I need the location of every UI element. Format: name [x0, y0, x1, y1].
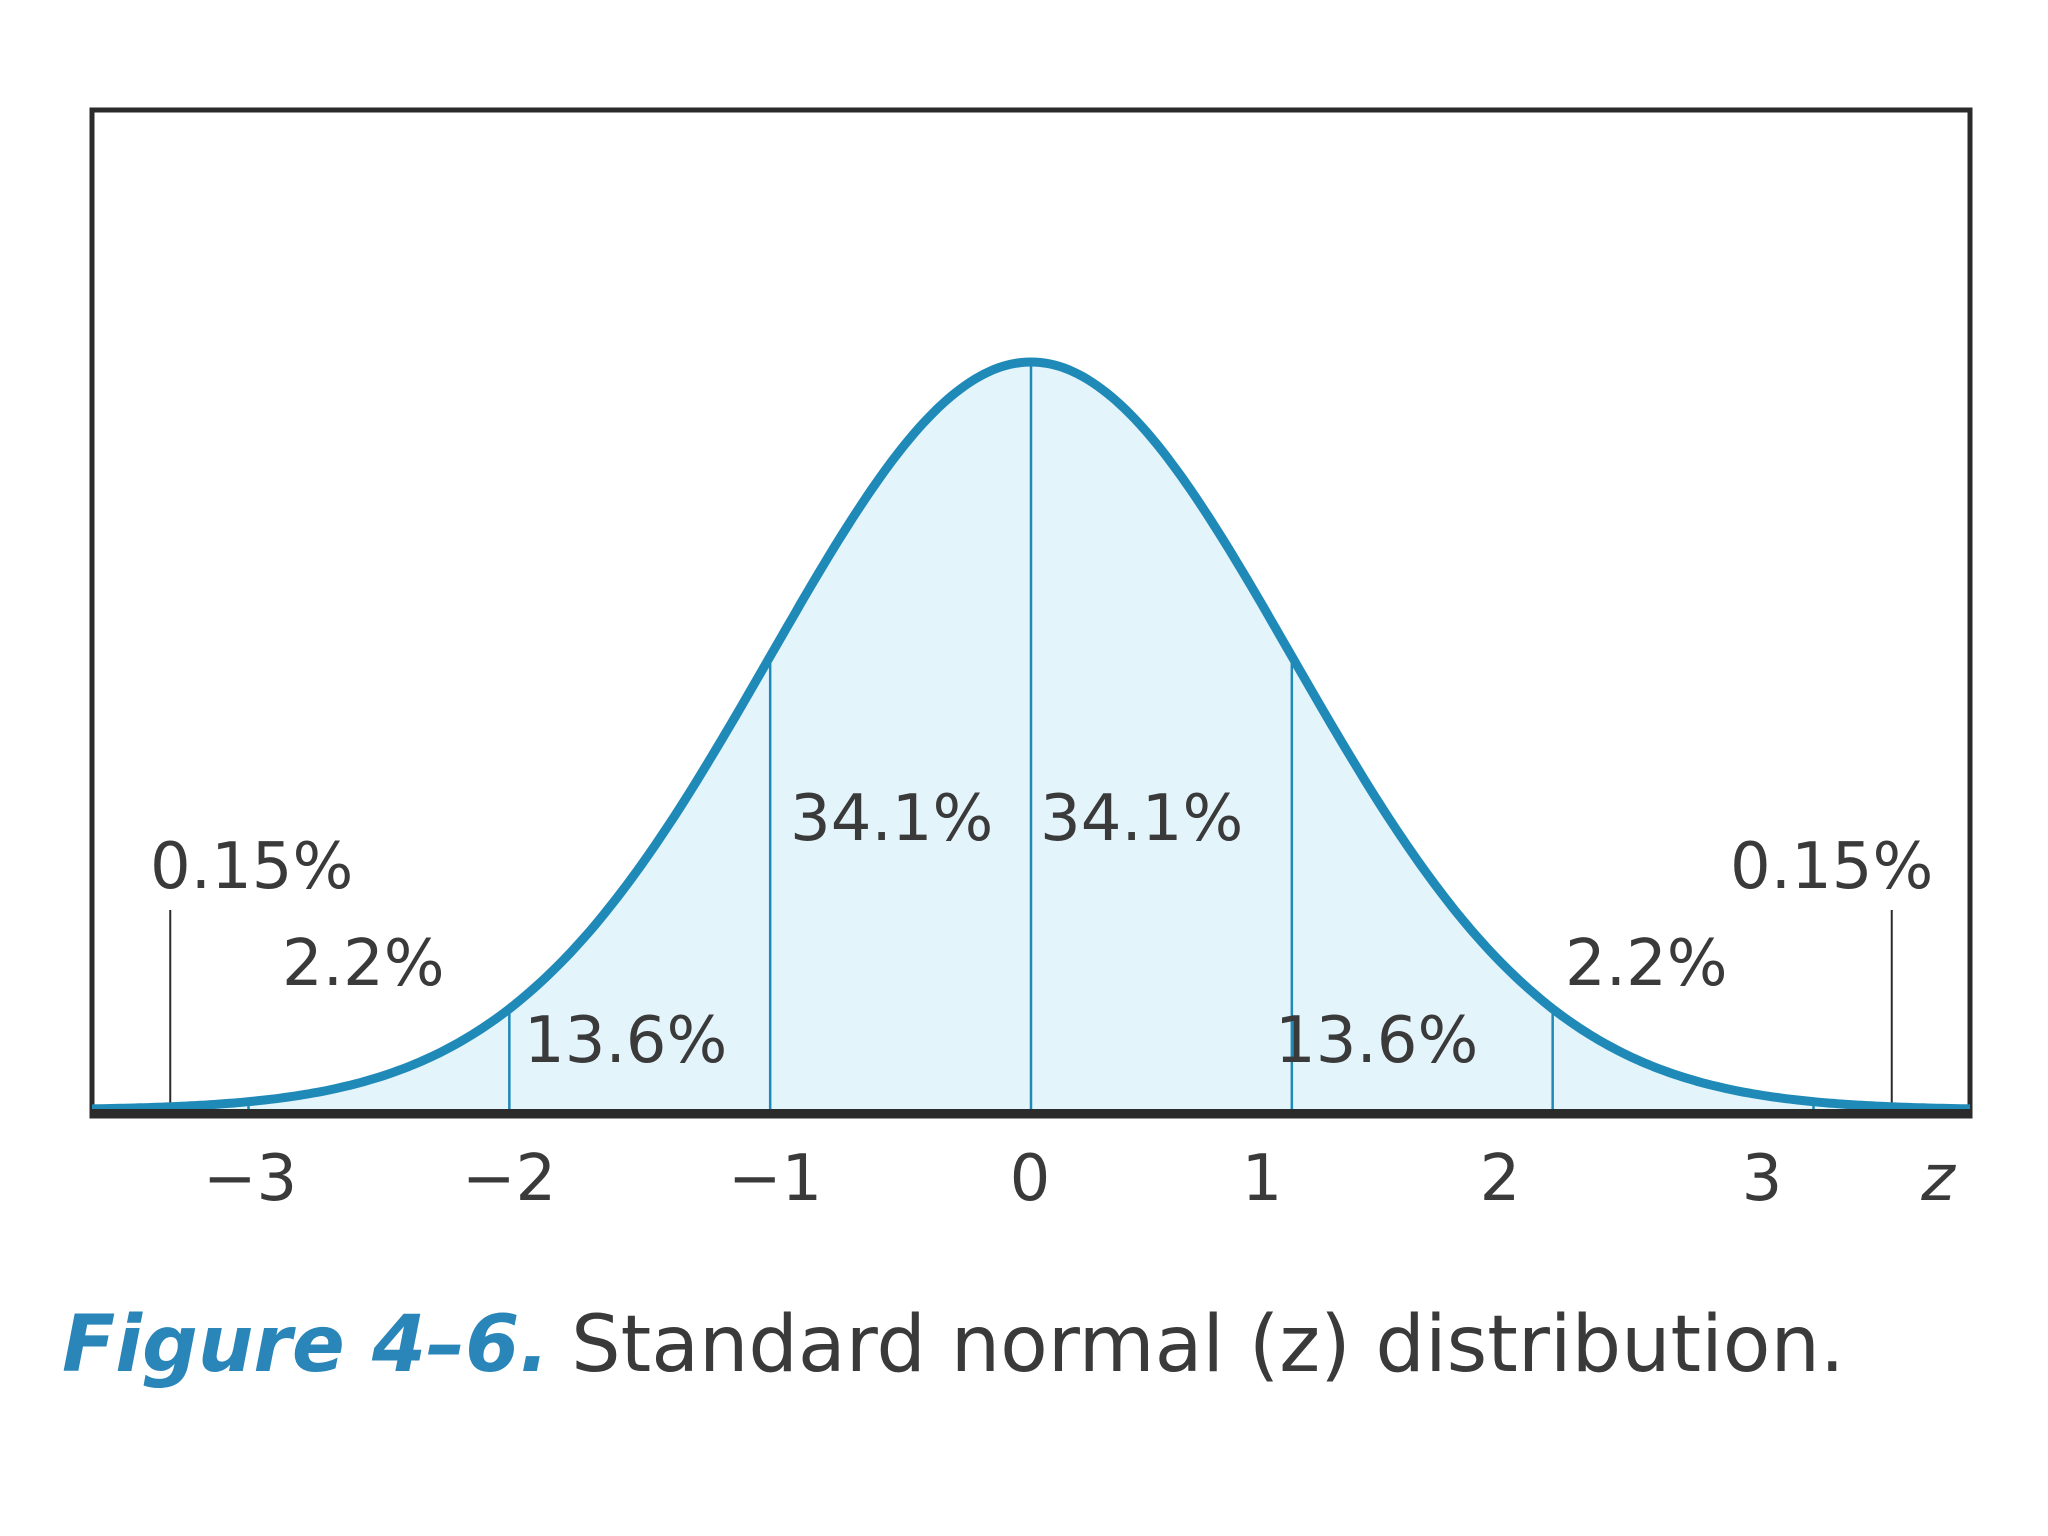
x-tick-label: −2 [462, 1142, 556, 1216]
x-tick-label: −1 [728, 1142, 822, 1216]
region-label-right-tail: 0.15% [1730, 830, 1933, 904]
normal-curve [91, 357, 1971, 1114]
x-tick-label: 1 [1242, 1142, 1283, 1216]
region-label-right-2sd: 2.2% [1565, 927, 1728, 1001]
x-tick-label: −3 [203, 1142, 297, 1216]
region-label-left-1sd: 13.6% [524, 1004, 727, 1078]
tail-markers [169, 910, 1893, 1110]
x-tick-label: 0 [1010, 1142, 1051, 1216]
region-label-left-tail: 0.15% [150, 830, 353, 904]
x-tick-label: 3 [1742, 1142, 1783, 1216]
x-tick-label: 2 [1480, 1142, 1521, 1216]
figure-number: Figure 4–6. [62, 1300, 550, 1390]
region-label-left-2sd: 2.2% [282, 927, 445, 1001]
x-axis-label: z [1920, 1142, 1956, 1216]
figure-caption: Figure 4–6. Standard normal (z) distribut… [62, 1300, 1845, 1390]
caption-text: Standard normal (z) distribution. [571, 1300, 1845, 1390]
region-label-right-1sd: 13.6% [1275, 1004, 1478, 1078]
region-label-left-center: 34.1% [790, 782, 993, 856]
region-label-right-center: 34.1% [1040, 782, 1243, 856]
